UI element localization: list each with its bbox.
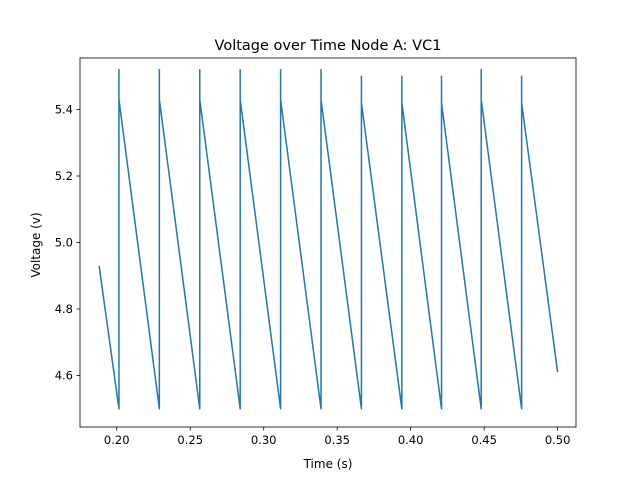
y-axis-label: Voltage (v) [29, 212, 43, 277]
x-tick-label: 0.50 [545, 433, 571, 447]
plot-area [79, 57, 577, 428]
y-tick-label: 5.4 [55, 103, 73, 117]
y-tick-label: 5.2 [55, 169, 73, 183]
chart-title: Voltage over Time Node A: VC1 [215, 38, 442, 54]
y-axis: 4.6 4.8 5.0 5.2 5.4 [55, 103, 80, 382]
x-axis: 0.20 0.25 0.30 0.35 0.40 0.45 0.50 [104, 427, 570, 447]
y-tick-label: 4.6 [55, 368, 73, 382]
x-tick-label: 0.25 [177, 433, 203, 447]
x-tick-label: 0.45 [471, 433, 497, 447]
x-tick-label: 0.35 [324, 433, 350, 447]
x-tick-label: 0.40 [398, 433, 424, 447]
x-tick-label: 0.20 [104, 433, 130, 447]
x-tick-label: 0.30 [251, 433, 277, 447]
y-tick-label: 5.0 [55, 236, 73, 250]
y-tick-label: 4.8 [55, 302, 73, 316]
series-line-0 [98, 68, 559, 410]
x-axis-label: Time (s) [303, 457, 353, 471]
